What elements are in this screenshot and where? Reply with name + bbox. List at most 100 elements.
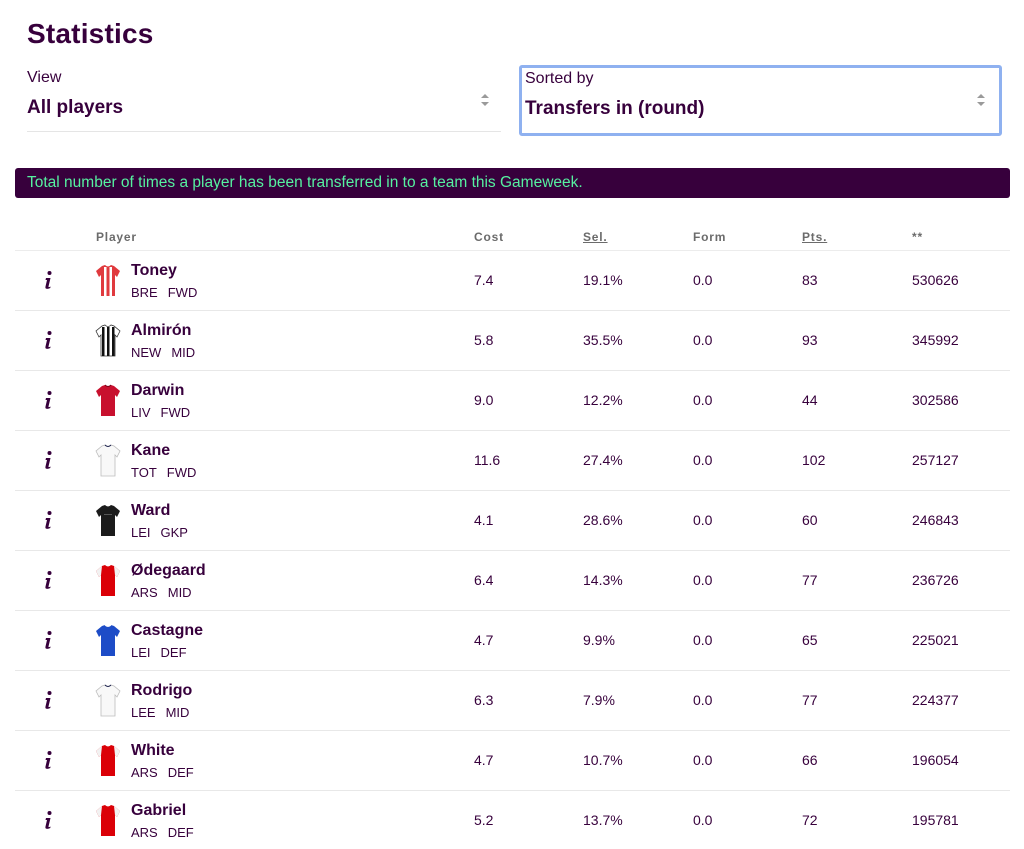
cell-transfers-in: 196054 (912, 752, 959, 768)
cell-selected: 13.7% (583, 812, 623, 828)
cell-points: 65 (802, 632, 818, 648)
team-kit-icon (95, 744, 121, 778)
sort-select[interactable]: Sorted by Transfers in (round) (519, 65, 1002, 136)
player-name[interactable]: Ødegaard (131, 562, 206, 579)
cell-points: 77 (802, 572, 818, 588)
sort-select-value[interactable]: Transfers in (round) (525, 98, 705, 119)
player-info-icon[interactable] (41, 809, 55, 831)
cell-cost: 4.7 (474, 752, 494, 768)
cell-points: 66 (802, 752, 818, 768)
player-team: LIV (131, 405, 151, 420)
view-select-label: View (27, 69, 62, 86)
cell-form: 0.0 (693, 452, 713, 468)
player-stats-table: Player Cost Sel. Form Pts. ** Toney BRE FW… (15, 222, 1010, 849)
sort-description-banner: Total number of times a player has been … (15, 168, 1010, 198)
table-row[interactable]: Darwin LIV FWD 9.0 12.2% 0.0 44 302586 (15, 371, 1010, 431)
player-info-icon[interactable] (41, 629, 55, 651)
player-name[interactable]: Rodrigo (131, 682, 193, 699)
cell-cost: 5.2 (474, 812, 494, 828)
player-info-icon[interactable] (41, 689, 55, 711)
player-position: GKP (160, 525, 188, 540)
player-meta: ARS MID (131, 585, 192, 600)
player-name[interactable]: Gabriel (131, 802, 187, 819)
table-row[interactable]: Almirón NEW MID 5.8 35.5% 0.0 93 345992 (15, 311, 1010, 371)
player-meta: ARS DEF (131, 765, 194, 780)
column-header-points[interactable]: Pts. (802, 230, 828, 244)
table-row[interactable]: White ARS DEF 4.7 10.7% 0.0 66 196054 (15, 731, 1010, 791)
cell-form: 0.0 (693, 692, 713, 708)
team-kit-icon (95, 264, 121, 298)
cell-cost: 11.6 (474, 452, 501, 468)
player-meta: NEW MID (131, 345, 195, 360)
player-info-icon[interactable] (41, 449, 55, 471)
player-meta: ARS DEF (131, 825, 194, 840)
view-select[interactable]: View All players (27, 66, 501, 132)
cell-form: 0.0 (693, 572, 713, 588)
table-row[interactable]: Gabriel ARS DEF 5.2 13.7% 0.0 72 195781 (15, 791, 1010, 849)
cell-form: 0.0 (693, 332, 713, 348)
team-kit-icon (95, 384, 121, 418)
player-info-icon[interactable] (41, 389, 55, 411)
select-arrows-icon[interactable] (480, 93, 490, 107)
select-arrows-icon[interactable] (976, 93, 986, 107)
player-info-icon[interactable] (41, 749, 55, 771)
player-position: FWD (167, 285, 198, 300)
team-kit-icon (95, 624, 121, 658)
cell-form: 0.0 (693, 752, 713, 768)
cell-transfers-in: 345992 (912, 332, 959, 348)
table-row[interactable]: Ødegaard ARS MID 6.4 14.3% 0.0 77 236726 (15, 551, 1010, 611)
sort-select-label: Sorted by (525, 70, 594, 87)
cell-selected: 28.6% (583, 512, 623, 528)
cell-form: 0.0 (693, 512, 713, 528)
player-name[interactable]: Toney (131, 262, 177, 279)
player-team: LEE (131, 705, 156, 720)
player-name[interactable]: White (131, 742, 175, 759)
column-header-selected[interactable]: Sel. (583, 230, 608, 244)
player-name[interactable]: Kane (131, 442, 171, 459)
table-row[interactable]: Toney BRE FWD 7.4 19.1% 0.0 83 530626 (15, 251, 1010, 311)
player-meta: LEI DEF (131, 645, 187, 660)
table-row[interactable]: Rodrigo LEE MID 6.3 7.9% 0.0 77 224377 (15, 671, 1010, 731)
player-meta: BRE FWD (131, 285, 197, 300)
cell-form: 0.0 (693, 812, 713, 828)
player-position: MID (171, 345, 196, 360)
cell-cost: 6.4 (474, 572, 494, 588)
player-meta: LIV FWD (131, 405, 190, 420)
player-team: ARS (131, 825, 158, 840)
player-info-icon[interactable] (41, 329, 55, 351)
player-name[interactable]: Darwin (131, 382, 185, 399)
player-position: DEF (160, 645, 187, 660)
cell-points: 102 (802, 452, 826, 468)
player-info-icon[interactable] (41, 569, 55, 591)
player-team: NEW (131, 345, 162, 360)
cell-cost: 4.7 (474, 632, 494, 648)
player-team: TOT (131, 465, 157, 480)
column-header-transfers-in[interactable]: ** (912, 230, 923, 244)
cell-selected: 19.1% (583, 272, 623, 288)
table-body: Toney BRE FWD 7.4 19.1% 0.0 83 530626 Almirón NEW… (15, 251, 1010, 849)
cell-points: 93 (802, 332, 818, 348)
cell-points: 83 (802, 272, 818, 288)
player-name[interactable]: Castagne (131, 622, 204, 639)
cell-points: 77 (802, 692, 818, 708)
player-meta: LEI GKP (131, 525, 188, 540)
cell-form: 0.0 (693, 272, 713, 288)
team-kit-icon (95, 504, 121, 538)
player-name[interactable]: Almirón (131, 322, 192, 339)
column-header-cost[interactable]: Cost (474, 230, 504, 244)
player-team: ARS (131, 585, 158, 600)
column-header-player: Player (96, 230, 137, 244)
player-team: BRE (131, 285, 158, 300)
table-row[interactable]: Ward LEI GKP 4.1 28.6% 0.0 60 246843 (15, 491, 1010, 551)
player-info-icon[interactable] (41, 269, 55, 291)
table-row[interactable]: Castagne LEI DEF 4.7 9.9% 0.0 65 225021 (15, 611, 1010, 671)
team-kit-icon (95, 324, 121, 358)
table-row[interactable]: Kane TOT FWD 11.6 27.4% 0.0 102 257127 (15, 431, 1010, 491)
player-position: FWD (160, 405, 191, 420)
player-info-icon[interactable] (41, 509, 55, 531)
player-name[interactable]: Ward (131, 502, 171, 519)
cell-cost: 5.8 (474, 332, 494, 348)
view-select-value[interactable]: All players (27, 97, 124, 118)
column-header-form[interactable]: Form (693, 230, 727, 244)
cell-transfers-in: 225021 (912, 632, 959, 648)
